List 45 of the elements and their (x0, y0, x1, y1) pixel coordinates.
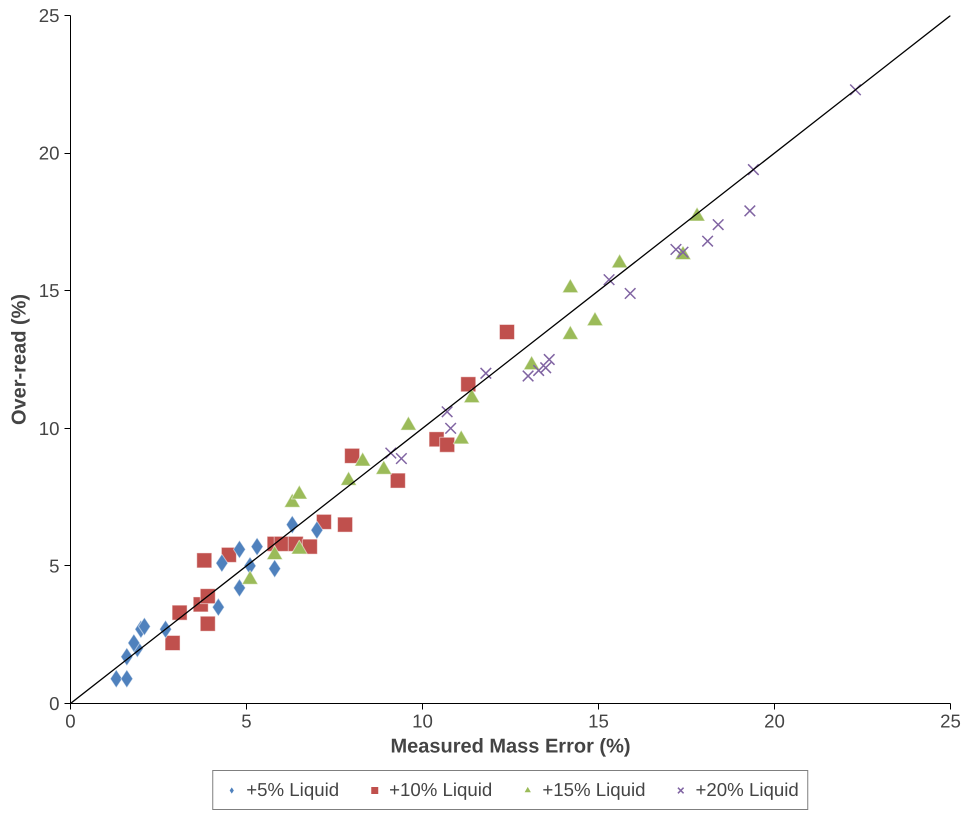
point (480, 367, 492, 380)
y-tick-label: 5 (49, 555, 60, 576)
legend-label: +5% Liquid (246, 779, 340, 801)
legend-label: +10% Liquid (389, 779, 492, 801)
point (200, 616, 216, 632)
point (460, 376, 476, 392)
y-tick-label: 0 (49, 693, 60, 714)
point (849, 84, 862, 96)
legend-label: +20% Liquid (696, 779, 799, 801)
point (747, 164, 760, 176)
y-axis-title: Over-read (%) (8, 294, 31, 426)
point (395, 452, 408, 465)
point (712, 218, 724, 231)
x-tick-label: 25 (940, 710, 961, 732)
point (172, 604, 188, 621)
point (439, 436, 456, 453)
point (744, 204, 756, 217)
x-tick-label: 5 (241, 710, 252, 732)
y-tick-label: 25 (38, 5, 60, 26)
point (522, 370, 534, 382)
point (344, 448, 360, 464)
point (164, 634, 181, 651)
x-tick-label: 0 (65, 710, 76, 732)
point (702, 235, 714, 248)
point (498, 324, 515, 340)
legend-label: +15% Liquid (542, 779, 646, 801)
point (390, 472, 406, 489)
point (540, 362, 552, 374)
y-tick-label: 15 (38, 280, 60, 302)
point (603, 274, 616, 286)
point (337, 516, 354, 533)
point (444, 422, 457, 434)
point (543, 353, 556, 366)
point (624, 287, 636, 300)
point (196, 552, 212, 568)
y-tick-label: 10 (38, 418, 60, 439)
point (384, 447, 397, 460)
point (441, 406, 454, 418)
x-tick-label: 20 (764, 710, 785, 732)
x-axis-title: Measured Mass Error (%) (390, 736, 631, 758)
y-tick-label: 20 (38, 142, 60, 164)
point (670, 243, 682, 256)
x-tick-label: 10 (412, 710, 433, 732)
point (532, 364, 545, 377)
x-tick-label: 15 (588, 710, 609, 732)
